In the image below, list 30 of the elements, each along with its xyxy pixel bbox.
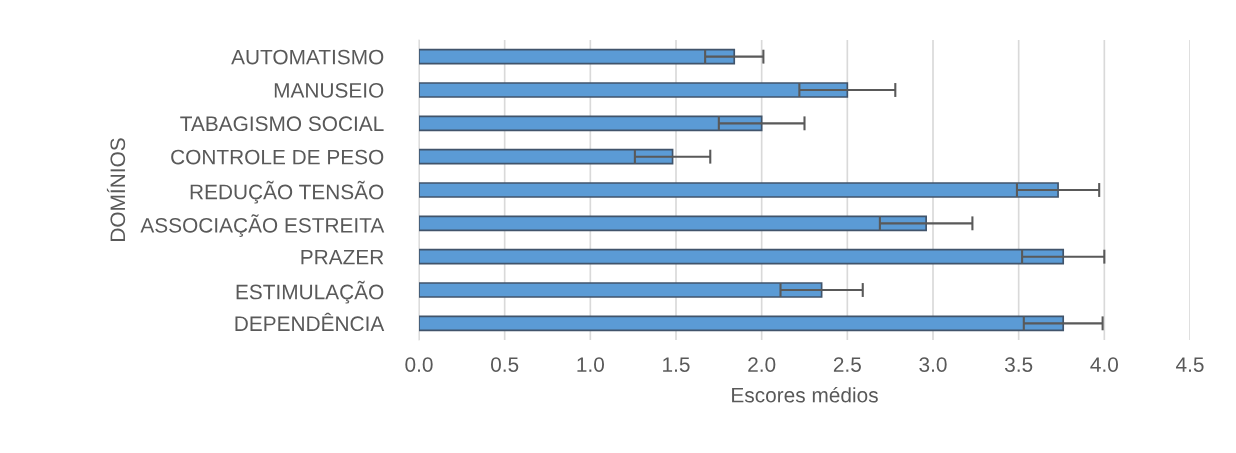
x-tick-label: 3.5 [1004,357,1033,372]
bar [419,148,674,165]
bar [419,82,849,98]
y-tick-label: AUTOMATISMO [231,49,384,65]
x-tick-label: 1.5 [663,357,690,372]
bar [419,115,763,132]
y-tick-label: MANUSEIO [274,83,384,98]
x-axis-title: Escores médios [732,386,878,403]
bar [419,315,1065,332]
y-tick-label: TABAGISMO SOCIAL [180,116,384,132]
y-tick-label: PRAZER [301,249,384,265]
y-tick-label: ESTIMULAÇÃO [236,280,384,304]
x-tick-label: 3.0 [919,357,947,372]
x-tick-label: 0.5 [491,357,519,372]
x-tick-label: 4.0 [1090,357,1118,372]
bar [419,215,927,232]
y-axis-title: DOMÍNIOS [106,138,126,241]
x-tick-label: 2.0 [748,357,776,372]
x-tick-label: 1.0 [577,357,604,372]
x-tick-label: 2.5 [833,357,861,372]
bar [419,248,1065,265]
y-tick-label: REDUÇÃO TENSÃO [190,180,384,204]
y-tick-label: ASSOCIAÇÃO ESTREITA [140,214,385,237]
bar [419,182,1059,198]
y-tick-label: DEPENDÊNCIA [235,312,385,332]
x-tick-label: 0.0 [405,357,433,372]
bar [419,48,736,65]
y-tick-label: CONTROLE DE PESO [171,149,384,165]
x-tick-label: 4.5 [1176,357,1204,372]
bar [419,282,823,298]
